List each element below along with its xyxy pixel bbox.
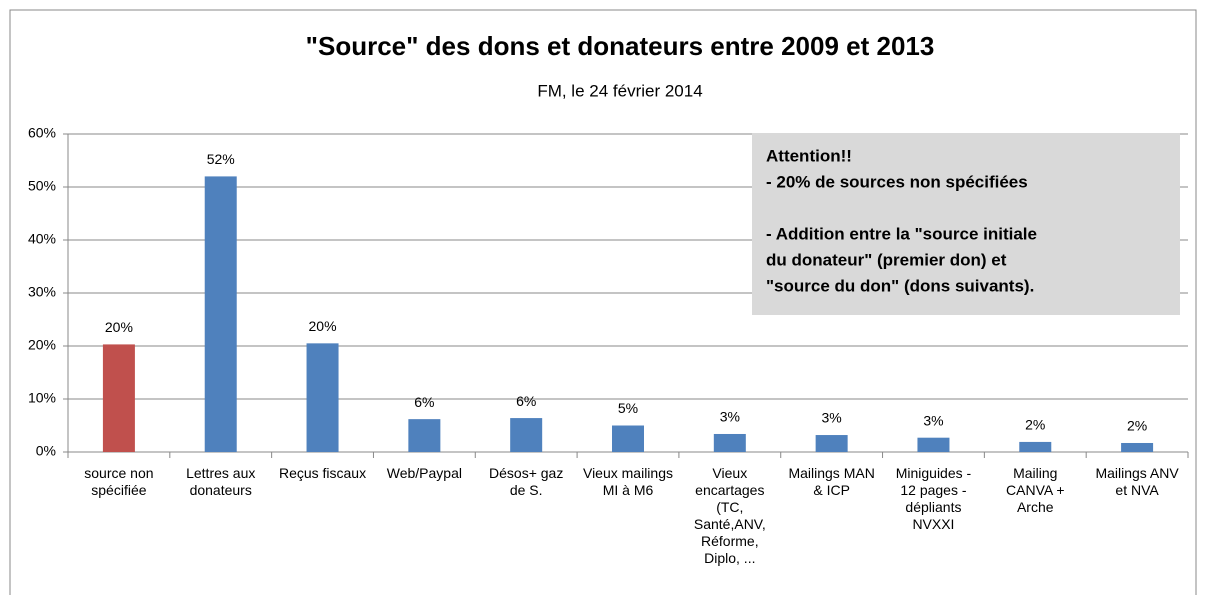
- y-tick-label: 40%: [28, 231, 56, 247]
- x-tick-label-line: Lettres aux: [186, 465, 255, 481]
- x-tick-label-line: CANVA +: [1006, 482, 1065, 498]
- value-label: 3%: [923, 412, 943, 428]
- x-tick-label: Mailings MAN & ICP: [788, 465, 874, 498]
- value-label: 5%: [618, 400, 638, 416]
- x-tick-label: Web/Paypal: [387, 465, 462, 481]
- bar: [1019, 441, 1052, 452]
- x-tick-label-line: Mailing: [1013, 465, 1057, 481]
- x-tick-label-line: Désos+ gaz: [489, 465, 563, 481]
- bar: [917, 437, 950, 452]
- x-tick-label-line: NVXXI: [912, 516, 954, 532]
- x-tick-label: Miniguides -12 pages -dépliants NVXXI: [896, 465, 972, 532]
- x-tick-label: Vieux encartages (TC, Santé,ANV, Réforme, Dip…: [694, 465, 766, 566]
- x-tick-label-line: de S.: [510, 482, 543, 498]
- x-tick-label-line: Vieux: [712, 465, 747, 481]
- x-tick-label: Lettres aux donateurs: [186, 465, 255, 498]
- value-label: 6%: [414, 394, 434, 410]
- x-tick-label: source non spécifiée: [84, 465, 153, 498]
- y-tick-label: 30%: [28, 284, 56, 300]
- value-label: 20%: [309, 318, 337, 334]
- x-tick-label: Mailing CANVA + Arche: [1006, 465, 1065, 515]
- bar: [612, 425, 644, 452]
- value-label: 2%: [1127, 418, 1147, 434]
- value-label: 20%: [105, 319, 133, 335]
- x-tick-label-line: encartages: [695, 482, 764, 498]
- bar: [510, 418, 543, 452]
- y-tick-label: 60%: [28, 125, 56, 141]
- value-label: 6%: [516, 393, 536, 409]
- annotation-line: Attention!!: [766, 146, 852, 165]
- x-tick-label-line: Web/Paypal: [387, 465, 462, 481]
- value-label: 2%: [1025, 417, 1045, 433]
- x-tick-label-line: source non: [84, 465, 153, 481]
- value-label: 3%: [822, 410, 842, 426]
- y-tick-label: 0%: [36, 443, 56, 459]
- x-tick-label-line: spécifiée: [91, 482, 146, 498]
- chart-title: "Source" des dons et donateurs entre 200…: [306, 31, 935, 61]
- value-label: 52%: [207, 151, 235, 167]
- x-tick-label-line: et NVA: [1115, 482, 1159, 498]
- x-tick-label-line: Arche: [1017, 499, 1054, 515]
- x-tick-label-line: Réforme,: [701, 533, 759, 549]
- x-tick-label-line: 12 pages -: [900, 482, 966, 498]
- x-tick-label-line: Diplo, ...: [704, 550, 755, 566]
- x-tick-label-line: donateurs: [190, 482, 252, 498]
- x-tick-label-line: Santé,ANV,: [694, 516, 766, 532]
- x-tick-label: Mailings ANV et NVA: [1095, 465, 1179, 498]
- bar: [306, 343, 339, 452]
- x-tick-label-line: Reçus fiscaux: [279, 465, 366, 481]
- x-tick-label-line: & ICP: [813, 482, 850, 498]
- bar: [204, 176, 237, 452]
- x-tick-label-line: MI à M6: [603, 482, 654, 498]
- y-tick-label: 10%: [28, 390, 56, 406]
- y-tick-label: 50%: [28, 178, 56, 194]
- x-tick-label-line: dépliants: [905, 499, 961, 515]
- chart-subtitle: FM, le 24 février 2014: [537, 81, 702, 100]
- x-tick-label: Reçus fiscaux: [279, 465, 366, 481]
- x-tick-label-line: Miniguides -: [896, 465, 972, 481]
- x-tick-label-line: (TC,: [716, 499, 743, 515]
- y-tick-label: 20%: [28, 337, 56, 353]
- x-tick-label: Désos+ gaz de S.: [489, 465, 563, 498]
- annotation-box: [752, 133, 1180, 315]
- x-tick-label-line: Mailings MAN: [788, 465, 874, 481]
- bar: [102, 344, 135, 452]
- value-label: 3%: [720, 409, 740, 425]
- bar: [815, 435, 848, 452]
- annotation-line: - Addition entre la "source initiale: [766, 224, 1037, 243]
- x-tick-label-line: Mailings ANV: [1095, 465, 1179, 481]
- bar: [713, 433, 746, 452]
- annotation-line: "source du don" (dons suivants).: [766, 276, 1034, 295]
- annotation-line: - 20% de sources non spécifiées: [766, 172, 1028, 191]
- annotation-line: du donateur" (premier don) et: [766, 250, 1007, 269]
- x-tick-label-line: Vieux mailings: [583, 465, 673, 481]
- x-tick-label: Vieux mailings MI à M6: [583, 465, 673, 498]
- bar: [1121, 442, 1154, 452]
- bar: [408, 419, 441, 452]
